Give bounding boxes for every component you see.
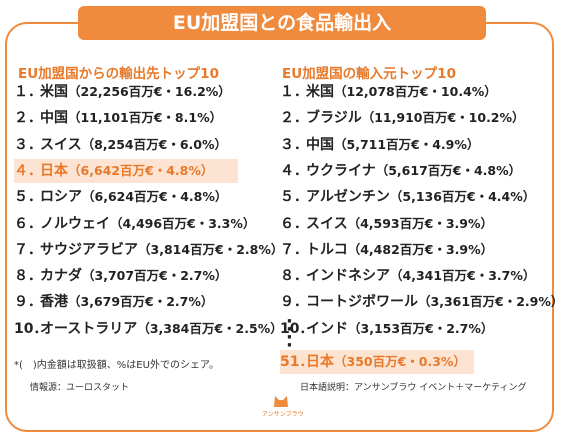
detail: （11,910百万€・10.2%）: [361, 110, 525, 126]
detail: （22,256百万€・16.2%）: [68, 84, 231, 99]
detail: （5,617百万€・4.8%）: [375, 162, 522, 178]
list-item: ４．ウクライナ（5,617百万€・4.8%）: [280, 159, 521, 183]
detail: （4,341百万€・3.7%）: [390, 268, 536, 284]
title: EU加盟国との食品輸出入: [78, 6, 486, 40]
name: スイス: [40, 136, 82, 153]
name: 香港: [40, 294, 68, 311]
detail: （11,101百万€・8.1%）: [68, 110, 223, 126]
name: ブラジル: [306, 110, 362, 127]
list-item: ５．ロシア（6,624百万€・4.8%）: [14, 185, 227, 209]
name: ノルウェイ: [40, 215, 110, 232]
logo-icon: [274, 396, 288, 407]
name: トルコ: [306, 241, 348, 258]
list-heading: EU加盟国からの輸出先トップ10: [18, 66, 219, 82]
infographic: EU加盟国との食品輸出入 EU加盟国からの輸出先トップ10 EU加盟国の輸入元ト…: [5, 6, 563, 432]
detail: （8,254百万€・6.0%）: [81, 136, 227, 152]
list-item: ５．アルゼンチン（5,136百万€・4.4%）: [280, 185, 535, 209]
detail: （6,642百万€・4.8%）: [68, 162, 214, 178]
name: 米国: [40, 84, 68, 100]
name: インド: [306, 320, 348, 337]
rank: 10．: [280, 320, 314, 337]
name: 米国: [306, 84, 334, 100]
list-item: ９．香港（3,679百万€・2.7%）: [14, 290, 213, 314]
name: オーストラリア: [40, 320, 138, 337]
name: 日本: [40, 162, 68, 179]
name: アルゼンチン: [306, 189, 390, 206]
name: インドネシア: [306, 268, 390, 285]
detail: （5,136百万€・4.4%）: [389, 189, 536, 205]
source: 情報源：ユーロスタット: [30, 383, 130, 393]
list-item: ２．ブラジル（11,910百万€・10.2%）: [280, 106, 525, 130]
rank: 51．: [280, 354, 314, 370]
rank: ６．: [14, 215, 42, 232]
name: コートジボワール: [306, 294, 418, 311]
rank: ３．: [14, 136, 42, 153]
list-item: １．米国（12,078百万€・10.4%）: [280, 80, 497, 104]
name: 日本: [306, 354, 334, 370]
list-item: ７．トルコ（4,482百万€・3.9%）: [280, 238, 493, 262]
rank: ９．: [14, 294, 42, 311]
rank: ４．: [14, 162, 42, 179]
list-item: ６．スイス（4,593百万€・3.9%）: [280, 212, 493, 236]
list-item: ８．インドネシア（4,341百万€・3.7%）: [280, 264, 535, 288]
list-item: 10．インド（3,153百万€・2.7%）: [280, 317, 493, 341]
rank: ７．: [280, 241, 308, 258]
list-item: １．米国（22,256百万€・16.2%）: [14, 80, 231, 104]
detail: （4,482百万€・3.9%）: [347, 241, 494, 257]
rank: ８．: [14, 268, 42, 285]
list-item: 10．オーストラリア（3,384百万€・2.5%）: [14, 317, 283, 341]
detail: （3,707百万€・2.7%）: [82, 268, 228, 284]
list-item: ６．ノルウェイ（4,496百万€・3.3%）: [14, 212, 255, 236]
detail: （3,384百万€・2.5%）: [137, 320, 283, 336]
list-item: ２．中国（11,101百万€・8.1%）: [14, 106, 222, 130]
name: サウジアラビア: [40, 241, 138, 258]
name: ロシア: [40, 189, 82, 206]
rank: 10．: [14, 320, 48, 337]
name: 中国: [40, 110, 68, 127]
detail: （350百万€・0.3%）: [334, 354, 466, 369]
rank: ２．: [280, 110, 308, 127]
rank: ９．: [280, 294, 308, 311]
list-item: ３．スイス（8,254百万€・6.0%）: [14, 133, 227, 157]
rank: ５．: [280, 189, 308, 206]
rank: ５．: [14, 189, 42, 206]
rank: １．: [280, 84, 308, 100]
detail: （3,153百万€・2.7%）: [348, 320, 494, 336]
detail: （12,078百万€・10.4%）: [334, 84, 497, 99]
detail: （6,624百万€・4.8%）: [82, 189, 228, 205]
detail: （4,593百万€・3.9%）: [347, 215, 493, 231]
rank: ３．: [280, 136, 308, 153]
detail: （4,496百万€・3.3%）: [110, 215, 256, 231]
name: カナダ: [40, 268, 82, 285]
list-item: ８．カナダ（3,707百万€・2.7%）: [14, 264, 227, 288]
list-item: ３．中国（5,711百万€・4.9%）: [280, 133, 479, 157]
list-item: ７．サウジアラビア（3,814百万€・2.8%）: [14, 238, 283, 262]
rank: ４．: [280, 162, 308, 179]
name: スイス: [306, 215, 348, 232]
rank: ６．: [280, 215, 308, 232]
rank: ７．: [14, 241, 42, 258]
rank: ８．: [280, 268, 308, 285]
list-heading: EU加盟国の輸入元トップ10: [282, 66, 456, 82]
list-item: ９．コートジボワール（3,361百万€・2.9%）: [280, 290, 563, 314]
logo-text: アンサンブラウ: [262, 411, 304, 418]
note: *( )内金額は取扱額、%はEU外でのシェア。: [14, 360, 219, 371]
detail: （3,814百万€・2.8%）: [138, 241, 284, 257]
ellipsis: · · · ·: [286, 311, 293, 356]
detail: （5,711百万€・4.9%）: [334, 136, 480, 152]
rank: ２．: [14, 110, 42, 127]
credit: 日本語説明：アンサンブラウ イベント＋マーケティング: [300, 383, 527, 393]
list-item: 51．日本（350百万€・0.3%）: [280, 350, 474, 374]
detail: （3,679百万€・2.7%）: [68, 294, 214, 310]
rank: １．: [14, 84, 42, 100]
list-item: ４．日本（6,642百万€・4.8%）: [14, 158, 238, 183]
name: ウクライナ: [306, 162, 376, 179]
detail: （3,361百万€・2.9%）: [418, 294, 563, 310]
name: 中国: [306, 136, 334, 153]
